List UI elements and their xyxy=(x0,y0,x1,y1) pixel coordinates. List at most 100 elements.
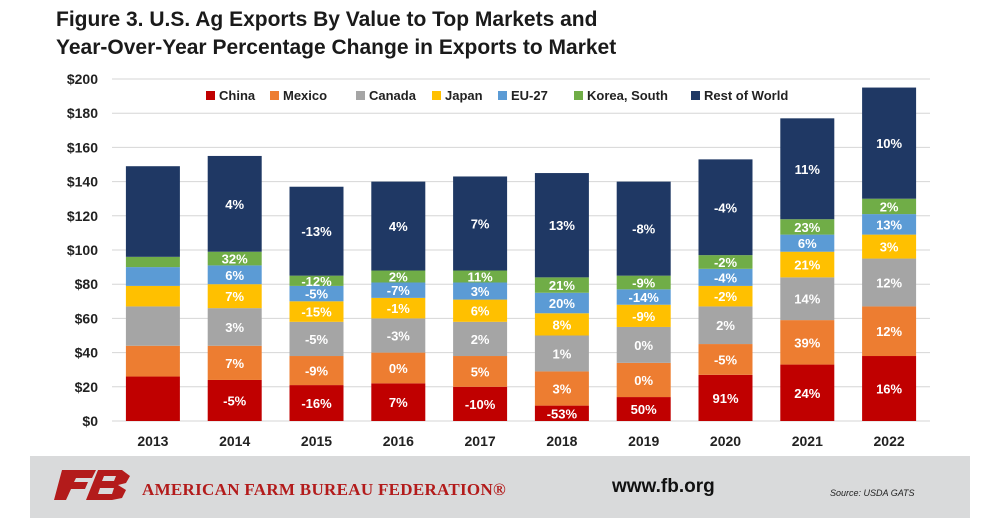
x-tick-label: 2013 xyxy=(137,433,168,449)
y-tick-label: $20 xyxy=(75,379,99,395)
data-label: -10% xyxy=(465,397,496,412)
data-label: 21% xyxy=(549,278,575,293)
bar-segment xyxy=(289,356,344,386)
bar-segment xyxy=(371,318,426,353)
bar-segment xyxy=(289,186,344,276)
legend-swatch xyxy=(574,91,583,100)
bar-segment xyxy=(125,285,180,307)
x-tick-label: 2020 xyxy=(710,433,741,449)
bar-segment xyxy=(780,118,835,220)
legend-swatch xyxy=(498,91,507,100)
data-label: 16% xyxy=(876,382,902,397)
bar-segment xyxy=(616,304,671,327)
bar-segment xyxy=(453,321,508,357)
data-label: -2% xyxy=(714,289,738,304)
data-label: -7% xyxy=(387,283,411,298)
data-label: -9% xyxy=(632,309,656,324)
website-link[interactable]: www.fb.org xyxy=(612,476,715,497)
bar-segment xyxy=(289,275,344,286)
data-label: 7% xyxy=(225,289,244,304)
data-label: 6% xyxy=(798,236,817,251)
bar-segment xyxy=(207,284,262,309)
legend-swatch xyxy=(691,91,700,100)
bar-segment xyxy=(698,306,753,345)
data-label: 1% xyxy=(553,346,572,361)
farm-bureau-logo-icon xyxy=(54,470,130,500)
bar-segment xyxy=(125,345,180,377)
bar-segment xyxy=(534,335,589,372)
data-label: -8% xyxy=(632,222,656,237)
bar-segment xyxy=(534,371,589,406)
source-note: Source: USDA GATS xyxy=(830,488,915,498)
bar-segment xyxy=(207,251,262,266)
bar-segment xyxy=(371,383,426,421)
bar-segment xyxy=(698,344,753,375)
legend-swatch xyxy=(356,91,365,100)
y-tick-label: $180 xyxy=(67,105,98,121)
legend-label: Korea, South xyxy=(587,88,668,103)
bar-segment xyxy=(616,289,671,305)
data-label: -1% xyxy=(387,301,411,316)
legend-label: Japan xyxy=(445,88,483,103)
bar-segment xyxy=(698,255,753,269)
data-label: 0% xyxy=(634,338,653,353)
legend-swatch xyxy=(206,91,215,100)
bar-segment xyxy=(125,267,180,286)
bar-segment xyxy=(698,268,753,286)
x-tick-label: 2021 xyxy=(792,433,823,449)
bar-segment xyxy=(780,219,835,235)
bar-segment xyxy=(780,364,835,421)
data-label: -14% xyxy=(629,290,660,305)
bar-segment xyxy=(125,166,180,257)
bar-segment xyxy=(289,321,344,357)
bar-segment xyxy=(125,376,180,421)
stacked-bar-chart: $0 $20 $40 $60 $80 $100 $120 $140 $160 $180 $200 Ch… xyxy=(67,71,930,449)
bar-segment xyxy=(862,87,917,199)
bar-segment xyxy=(780,251,835,278)
bar-segment xyxy=(207,155,262,252)
bar-segment xyxy=(698,374,753,421)
data-label: -9% xyxy=(632,275,656,290)
x-tick-label: 2022 xyxy=(874,433,905,449)
data-label: 7% xyxy=(471,216,490,231)
bar-segment xyxy=(125,306,180,346)
chart-title-line-2: Year-Over-Year Percentage Change in Expo… xyxy=(56,36,617,59)
bar-segment xyxy=(453,356,508,387)
bar-segment xyxy=(453,386,508,421)
data-label: 3% xyxy=(471,284,490,299)
bar-segment xyxy=(534,405,589,421)
x-tick-label: 2015 xyxy=(301,433,332,449)
bar-segment xyxy=(289,285,344,302)
bar-segment xyxy=(698,285,753,307)
data-label: -15% xyxy=(301,305,332,320)
y-tick-label: $40 xyxy=(75,345,99,361)
legend-label: Mexico xyxy=(283,88,327,103)
data-label: -5% xyxy=(714,352,738,367)
data-label: 6% xyxy=(471,304,490,319)
bar-segment xyxy=(780,234,835,252)
bar-segment xyxy=(207,265,262,285)
data-label: 7% xyxy=(225,356,244,371)
data-label: 50% xyxy=(631,402,657,417)
data-label: 13% xyxy=(549,218,575,233)
bar-segment xyxy=(616,326,671,363)
x-tick-label: 2016 xyxy=(383,433,414,449)
data-label: -9% xyxy=(305,364,329,379)
y-tick-label: $160 xyxy=(67,139,98,155)
data-label: 3% xyxy=(880,240,899,255)
data-label: -2% xyxy=(714,255,738,270)
y-tick-label: $0 xyxy=(82,413,98,429)
data-label: 13% xyxy=(876,217,902,232)
chart-title-line-1: Figure 3. U.S. Ag Exports By Value to To… xyxy=(56,8,598,31)
organization-name: AMERICAN FARM BUREAU FEDERATION® xyxy=(142,480,507,499)
bar-segment xyxy=(371,181,426,271)
bar-segment xyxy=(862,306,917,357)
bar-segment xyxy=(862,198,917,215)
y-tick-label: $100 xyxy=(67,242,98,258)
x-tick-label: 2017 xyxy=(465,433,496,449)
y-tick-label: $80 xyxy=(75,276,99,292)
data-label: 2% xyxy=(389,270,408,285)
bar-segment xyxy=(534,173,589,278)
data-label: 12% xyxy=(876,275,902,290)
data-label: 5% xyxy=(471,364,490,379)
